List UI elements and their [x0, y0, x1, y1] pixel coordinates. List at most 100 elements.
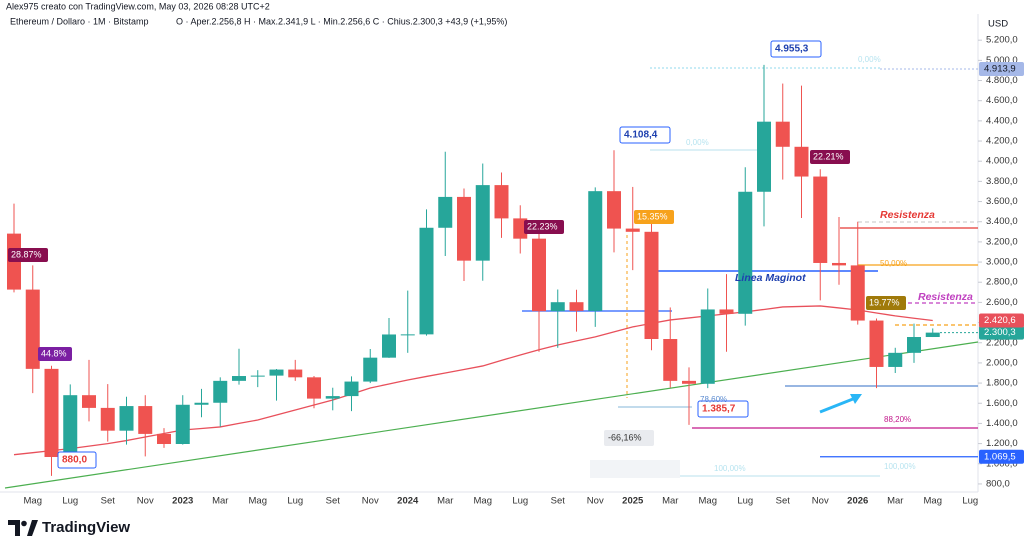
annotation-label: 44.8% — [41, 348, 67, 358]
x-tick-label: Mar — [437, 496, 453, 507]
logo-dot — [21, 520, 27, 527]
candle-body — [363, 357, 378, 382]
x-tick-label: Mar — [212, 496, 228, 507]
y-tick-label: 4.200,0 — [986, 136, 1018, 147]
candle-body — [607, 191, 621, 229]
x-tick-label: Mag — [24, 496, 42, 507]
x-tick-label: Mar — [662, 496, 678, 507]
y-tick-label: 2.600,0 — [986, 297, 1018, 308]
ohlc-info: O · Aper.2.256,8 H · Max.2.341,9 L · Min… — [176, 16, 507, 26]
x-tick-label: Lug — [287, 496, 303, 507]
x-tick-label: Nov — [812, 496, 829, 507]
y-axis-label: USD — [988, 19, 1008, 30]
candle-body — [119, 406, 134, 431]
candle-body — [288, 369, 303, 378]
x-tick-label: Nov — [587, 496, 604, 507]
x-tick-label: Nov — [362, 496, 379, 507]
candle-body — [757, 121, 771, 192]
annotation-label: 0,00% — [858, 55, 881, 64]
annotation-label: 88,20% — [884, 415, 911, 424]
x-tick-label: Mag — [474, 496, 492, 507]
annotation-label: 100,00% — [714, 464, 746, 473]
candle-body — [925, 332, 940, 338]
annotation-label: 4.955,3 — [775, 44, 809, 55]
y-tick-label: 2.200,0 — [986, 337, 1018, 348]
candle-body — [82, 395, 96, 408]
price-tag — [979, 325, 1024, 340]
candle-body — [138, 406, 153, 434]
annotation-label: 4.108,4 — [624, 130, 658, 141]
annotation-label: 1.385,7 — [702, 404, 736, 415]
annotation-tag — [866, 296, 906, 310]
y-tick-label: 5.200,0 — [986, 35, 1018, 46]
annotation-box — [697, 400, 749, 418]
y-tick-label: 3.400,0 — [986, 216, 1018, 227]
candle-body — [794, 146, 809, 177]
annotation-tag — [38, 347, 72, 361]
y-tick-label: 5.000,0 — [986, 55, 1018, 66]
candle-body — [475, 185, 490, 261]
x-tick-label: Mag — [924, 496, 942, 507]
annotation-tag — [524, 220, 564, 234]
candle-body — [457, 196, 471, 261]
symbol-title: Ethereum / Dollaro · 1M · Bitstamp — [10, 16, 149, 26]
drawing-line — [819, 395, 859, 414]
candle-body — [588, 191, 603, 311]
candle-body — [663, 339, 678, 381]
candle-body — [194, 402, 209, 405]
y-tick-label: 4.000,0 — [986, 156, 1018, 167]
annotation-label: 880,0 — [62, 455, 87, 466]
x-tick-label: Set — [101, 496, 116, 507]
y-tick-label: 2.000,0 — [986, 357, 1018, 368]
candle-body — [63, 395, 78, 458]
annotation-tag — [810, 150, 850, 164]
candle-body — [344, 381, 359, 397]
trend-line — [4, 341, 979, 489]
y-tick-label: 1.800,0 — [986, 378, 1018, 389]
price-tag-label: 1.069,5 — [984, 451, 1016, 462]
y-tick-label: 4.800,0 — [986, 75, 1018, 86]
arrow-head — [850, 394, 862, 404]
candle-body — [888, 352, 903, 367]
x-tick-label: 2024 — [397, 496, 419, 507]
x-tick-label: Mag — [699, 496, 717, 507]
y-tick-label: 3.000,0 — [986, 257, 1018, 268]
x-tick-label: 2025 — [622, 496, 644, 507]
price-tag-label: 4.913,9 — [984, 64, 1016, 75]
candle-body — [700, 309, 715, 384]
moving-average — [13, 305, 933, 456]
candle-body — [419, 227, 434, 335]
x-tick-label: Set — [776, 496, 791, 507]
annotation-label: 78,60% — [700, 395, 727, 404]
x-tick-label: Lug — [962, 496, 978, 507]
price-tag — [979, 449, 1024, 464]
candle-body — [850, 265, 865, 321]
annotation-label: 50,00% — [880, 259, 907, 268]
price-tag-label: 2.300,3 — [984, 327, 1016, 338]
annotation-tag — [634, 210, 674, 224]
candle-body — [100, 407, 115, 431]
candle-body — [625, 228, 640, 232]
brand-name: TradingView — [42, 519, 130, 536]
candle-body — [157, 433, 171, 444]
x-tick-label: 2026 — [847, 496, 868, 507]
y-tick-label: 1.000,0 — [986, 458, 1018, 469]
y-tick-label: 2.800,0 — [986, 277, 1018, 288]
target-zone — [590, 460, 680, 478]
logo-mark — [8, 520, 20, 536]
annotation-label: Linea Maginot — [735, 272, 806, 284]
candle-body — [494, 185, 509, 219]
annotation-label: 22.23% — [527, 221, 558, 231]
annotation-box — [770, 40, 822, 58]
candle-body — [400, 334, 415, 336]
y-tick-label: 3.600,0 — [986, 196, 1018, 207]
candle-body — [813, 176, 828, 263]
candle-body — [775, 121, 790, 147]
x-tick-label: Lug — [512, 496, 528, 507]
x-tick-label: Nov — [137, 496, 154, 507]
y-tick-label: 1.400,0 — [986, 418, 1018, 429]
author-line: Alex975 creato con TradingView.com, May … — [6, 1, 270, 11]
candle-body — [175, 404, 190, 444]
candle-body — [738, 191, 753, 314]
